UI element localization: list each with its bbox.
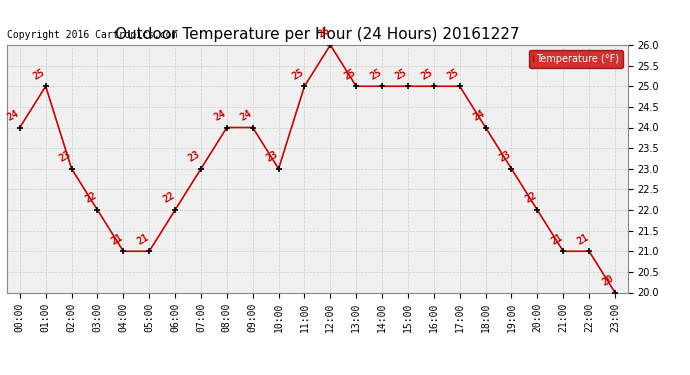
Text: 25: 25 [342, 67, 357, 81]
Text: 21: 21 [549, 232, 564, 246]
Text: 24: 24 [213, 108, 228, 123]
Text: 25: 25 [290, 67, 306, 81]
Text: 24: 24 [239, 108, 254, 123]
Text: 21: 21 [575, 232, 590, 246]
Text: 23: 23 [497, 149, 513, 164]
Text: 21: 21 [109, 232, 124, 246]
Text: 22: 22 [523, 190, 538, 205]
Text: 22: 22 [83, 190, 99, 205]
Text: 26: 26 [316, 26, 331, 40]
Text: 24: 24 [471, 108, 486, 123]
Text: 24: 24 [6, 108, 21, 123]
Text: 21: 21 [135, 232, 150, 246]
Text: 25: 25 [394, 67, 409, 81]
Text: 23: 23 [264, 149, 279, 164]
Text: Copyright 2016 Cartronics.com: Copyright 2016 Cartronics.com [7, 30, 177, 40]
Text: 23: 23 [57, 149, 72, 164]
Text: 20: 20 [601, 273, 616, 288]
Text: 25: 25 [420, 67, 435, 81]
Legend: Temperature (°F): Temperature (°F) [529, 50, 623, 68]
Text: 25: 25 [32, 67, 47, 81]
Text: 22: 22 [161, 190, 176, 205]
Text: 25: 25 [368, 67, 383, 81]
Title: Outdoor Temperature per Hour (24 Hours) 20161227: Outdoor Temperature per Hour (24 Hours) … [115, 27, 520, 42]
Text: 25: 25 [446, 67, 461, 81]
Text: 23: 23 [187, 149, 202, 164]
